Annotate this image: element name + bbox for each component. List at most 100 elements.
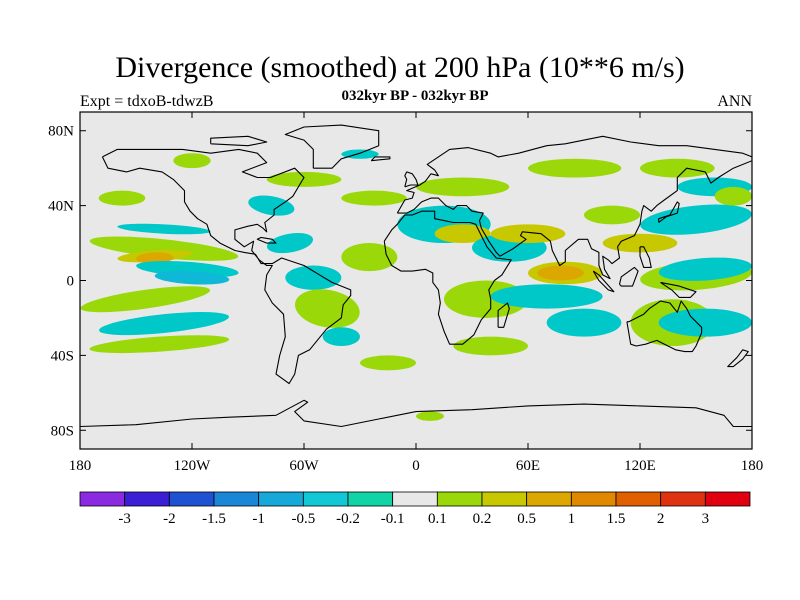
colorbar-swatch [124, 491, 170, 507]
colorbar-swatch [615, 491, 662, 507]
season-label: ANN [717, 93, 752, 110]
divergence-contour-blob [322, 327, 361, 347]
lat-tick-label: 40N [48, 199, 74, 215]
colorbar-swatch [258, 491, 304, 507]
divergence-contour-blob [714, 186, 752, 206]
lon-tick-label: 120W [174, 458, 212, 474]
lat-tick-label: 80S [51, 423, 74, 439]
divergence-contour-blob [453, 336, 528, 356]
divergence-contour-blob [89, 335, 230, 354]
coastline [592, 270, 615, 293]
coastlines [80, 124, 752, 428]
colorbar-label: -2 [163, 511, 176, 527]
colorbar-swatch [570, 491, 617, 507]
coastline [80, 399, 752, 428]
colorbar-label: -0.2 [336, 511, 360, 527]
lon-tick-label: 180 [69, 458, 92, 474]
colorbar-label: -3 [118, 511, 131, 527]
divergence-contour-blob [248, 195, 295, 216]
colorbar-swatch [660, 491, 706, 507]
divergence-contour-blob [294, 289, 360, 328]
coastline [370, 156, 391, 162]
divergence-contour-blob [136, 252, 174, 264]
coastline [256, 236, 277, 244]
divergence-contour-blob [416, 177, 510, 197]
axes: 80N 40N 0 40S 80S 180 120W 60W 0 60E 120E 180 [48, 112, 763, 474]
coastline [658, 201, 680, 223]
colorbar: -3 -2 -1.5 -1 -0.5 -0.2 -0.1 0.1 0.2 0.5 1 1.5 2 3 [79, 491, 751, 527]
coastline [727, 349, 749, 368]
divergence-contour-blob [658, 257, 752, 281]
divergence-contour-blob [360, 355, 416, 371]
coastline [396, 135, 752, 280]
colorbar-swatch [436, 491, 483, 507]
lon-tick-label: 60E [516, 458, 540, 474]
colorbar-label: 0.5 [517, 511, 536, 527]
colorbar-swatch [213, 491, 260, 507]
colorbar-swatch [302, 491, 349, 507]
colorbar-label: 1 [568, 511, 576, 527]
divergence-contour-blob [154, 270, 230, 285]
divergence-contour-blob [490, 224, 566, 244]
coastline [660, 281, 697, 298]
lon-tick-label: 60W [289, 458, 319, 474]
divergence-contour-blob [266, 232, 314, 254]
divergence-contour-blob [640, 204, 752, 235]
colorbar-swatch [481, 491, 528, 507]
colorbar-label: 3 [702, 511, 710, 527]
divergence-contour-blob [434, 224, 491, 244]
chart-subtitle: 032kyr BP - 032kyr BP [341, 88, 489, 104]
colorbar-label: -0.1 [381, 511, 405, 527]
colorbar-label: 2 [657, 511, 665, 527]
divergence-contour-blob [173, 153, 211, 169]
divergence-contour-blob [98, 190, 146, 206]
divergence-contour-blob [658, 308, 752, 337]
colorbar-label: -1 [252, 511, 265, 527]
divergence-contour-blob [266, 171, 342, 187]
lon-tick-label: 120E [624, 458, 656, 474]
divergence-contour-blob [528, 158, 622, 178]
coastline [404, 171, 419, 188]
divergence-contour-blob [416, 411, 444, 421]
colorbar-label: 0.2 [473, 511, 492, 527]
coastline [497, 302, 510, 328]
colorbar-label: 0.1 [428, 511, 447, 527]
colorbar-swatch [168, 491, 215, 507]
chart-title: Divergence (smoothed) at 200 hPa (10**6 … [115, 51, 685, 84]
lon-tick-label: 180 [741, 458, 764, 474]
lat-tick-label: 0 [67, 274, 75, 290]
lat-tick-label: 80N [48, 124, 74, 140]
divergence-contour-blob [341, 190, 407, 206]
coastline [618, 266, 639, 287]
colorbar-swatch [704, 491, 751, 507]
divergence-field [80, 149, 752, 421]
coastline [626, 300, 703, 353]
colorbar-label: -0.5 [291, 511, 315, 527]
coastline [639, 246, 652, 268]
divergence-contour-blob [584, 205, 640, 225]
coastline [101, 148, 352, 385]
colorbar-swatch [526, 491, 572, 507]
colorbar-swatch [79, 491, 126, 507]
divergence-contour-blob [640, 158, 715, 178]
colorbar-label: -1.5 [202, 511, 226, 527]
divergence-contour-blob [285, 265, 342, 290]
divergence-contour-blob [490, 284, 603, 309]
experiment-label: Expt = tdxoB-tdwzB [80, 93, 214, 110]
lat-tick-label: 40S [51, 348, 74, 364]
divergence-contour-blob [602, 233, 678, 253]
colorbar-swatch [392, 491, 438, 507]
divergence-contour-blob [99, 312, 229, 336]
coastline [383, 210, 512, 345]
divergence-contour-blob [341, 243, 398, 272]
coastline [284, 124, 380, 169]
divergence-contour-blob [117, 223, 211, 235]
coastline [210, 135, 268, 147]
colorbar-swatch [347, 491, 394, 507]
divergence-contour-blob [80, 286, 211, 313]
divergence-contour-blob [546, 308, 622, 337]
colorbar-label: 1.5 [607, 511, 626, 527]
lon-tick-label: 0 [412, 458, 420, 474]
divergence-contour-blob [537, 265, 585, 281]
divergence-contour-blob [89, 236, 239, 261]
